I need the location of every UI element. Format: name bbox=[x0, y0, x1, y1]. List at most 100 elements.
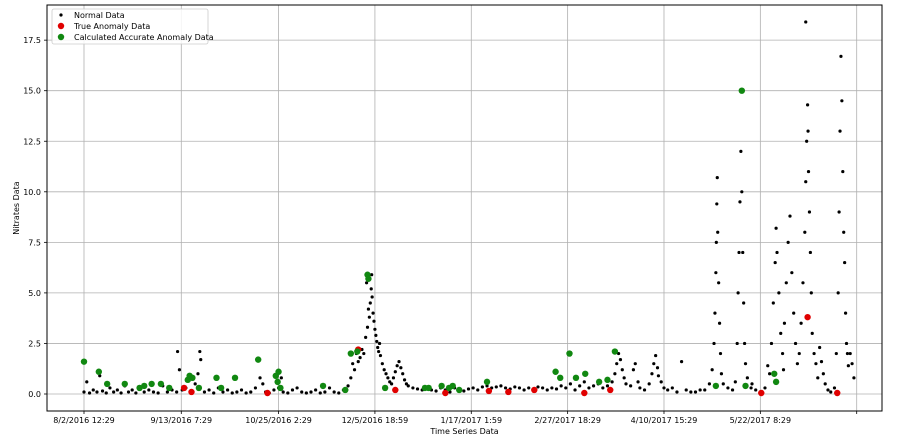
data-point bbox=[362, 351, 366, 356]
data-point bbox=[823, 382, 827, 386]
data-point bbox=[740, 190, 744, 194]
data-point bbox=[354, 348, 361, 355]
data-point bbox=[277, 384, 284, 392]
data-point bbox=[717, 281, 721, 285]
data-point bbox=[483, 378, 491, 386]
ticks-layer: 8/2/2016 12:29 9/13/2016 7:29 10/25/2016 2… bbox=[23, 36, 858, 425]
y-axis-label: Nitrates Data bbox=[12, 181, 21, 235]
data-point bbox=[346, 384, 350, 388]
legend-marker bbox=[57, 22, 65, 30]
x-tick-label: 5/22/2017 8:29 bbox=[730, 416, 792, 425]
data-point bbox=[557, 374, 564, 382]
data-point bbox=[541, 386, 545, 390]
data-point bbox=[655, 366, 660, 370]
data-point bbox=[370, 295, 374, 299]
data-point bbox=[434, 389, 438, 393]
data-point bbox=[258, 376, 262, 380]
data-point bbox=[788, 214, 792, 218]
data-point bbox=[559, 384, 563, 388]
x-axis-label: Time Series Data bbox=[429, 427, 498, 436]
data-point bbox=[803, 230, 807, 234]
data-point bbox=[806, 129, 810, 133]
data-point bbox=[763, 386, 767, 390]
data-point bbox=[304, 391, 308, 395]
data-point bbox=[712, 382, 720, 390]
data-point bbox=[381, 384, 389, 392]
y-tick-label: 7.5 bbox=[28, 238, 41, 247]
data-point bbox=[652, 362, 656, 366]
data-point bbox=[95, 368, 103, 375]
data-point bbox=[323, 390, 327, 394]
data-point bbox=[226, 388, 230, 392]
data-point bbox=[795, 362, 800, 366]
data-point bbox=[536, 385, 540, 389]
data-point bbox=[611, 348, 619, 355]
data-point bbox=[415, 387, 420, 391]
data-point bbox=[684, 388, 688, 392]
data-point bbox=[836, 291, 840, 295]
data-point bbox=[703, 388, 707, 392]
data-point bbox=[698, 388, 702, 392]
data-point bbox=[777, 291, 781, 295]
legend-label: True Anomaly Data bbox=[73, 22, 150, 31]
y-tick-label: 17.5 bbox=[23, 36, 41, 45]
data-point bbox=[466, 387, 471, 391]
data-point bbox=[774, 226, 778, 230]
data-point bbox=[772, 378, 780, 386]
data-point bbox=[812, 351, 816, 356]
data-point bbox=[377, 349, 381, 354]
data-point bbox=[659, 380, 663, 384]
data-point bbox=[449, 382, 456, 390]
data-point bbox=[272, 388, 276, 392]
data-point bbox=[356, 360, 360, 364]
data-point bbox=[738, 87, 746, 94]
data-point bbox=[656, 374, 661, 378]
legend-label: Normal Data bbox=[74, 11, 125, 20]
data-point bbox=[213, 374, 220, 382]
data-point bbox=[850, 362, 854, 366]
data-point bbox=[177, 368, 182, 372]
data-point bbox=[572, 374, 580, 382]
data-point bbox=[578, 384, 582, 388]
data-point bbox=[274, 378, 281, 386]
data-point bbox=[581, 389, 588, 397]
data-point bbox=[147, 388, 151, 392]
data-point bbox=[527, 386, 531, 390]
data-point bbox=[838, 129, 842, 133]
data-point bbox=[365, 275, 372, 282]
data-point bbox=[834, 351, 838, 356]
data-point bbox=[846, 364, 850, 368]
legend-label: Calculated Accurate Anomaly Data bbox=[74, 33, 214, 42]
data-point bbox=[108, 386, 112, 390]
data-point bbox=[249, 390, 253, 394]
data-point bbox=[332, 390, 336, 394]
data-point bbox=[485, 384, 489, 388]
data-point bbox=[826, 388, 830, 392]
data-point bbox=[425, 384, 432, 392]
data-point bbox=[148, 380, 155, 388]
data-point bbox=[842, 230, 846, 234]
data-point bbox=[821, 372, 825, 376]
data-point bbox=[193, 382, 197, 386]
data-point bbox=[157, 380, 165, 388]
data-point bbox=[375, 339, 379, 344]
data-point bbox=[384, 372, 388, 376]
data-point bbox=[750, 382, 754, 386]
points-layer bbox=[80, 20, 856, 397]
data-point bbox=[710, 368, 714, 372]
data-point bbox=[402, 378, 407, 382]
data-point bbox=[376, 345, 380, 350]
data-point bbox=[738, 200, 742, 204]
data-point bbox=[513, 385, 517, 389]
data-point bbox=[95, 390, 99, 394]
data-point bbox=[239, 388, 244, 392]
data-point bbox=[713, 311, 717, 315]
data-point bbox=[393, 370, 397, 374]
data-point bbox=[845, 351, 850, 356]
data-point bbox=[675, 390, 679, 394]
data-point bbox=[264, 389, 271, 397]
data-point bbox=[456, 386, 463, 394]
data-point bbox=[253, 386, 258, 390]
data-point bbox=[742, 301, 746, 305]
y-tick-label: 15.0 bbox=[23, 87, 41, 96]
